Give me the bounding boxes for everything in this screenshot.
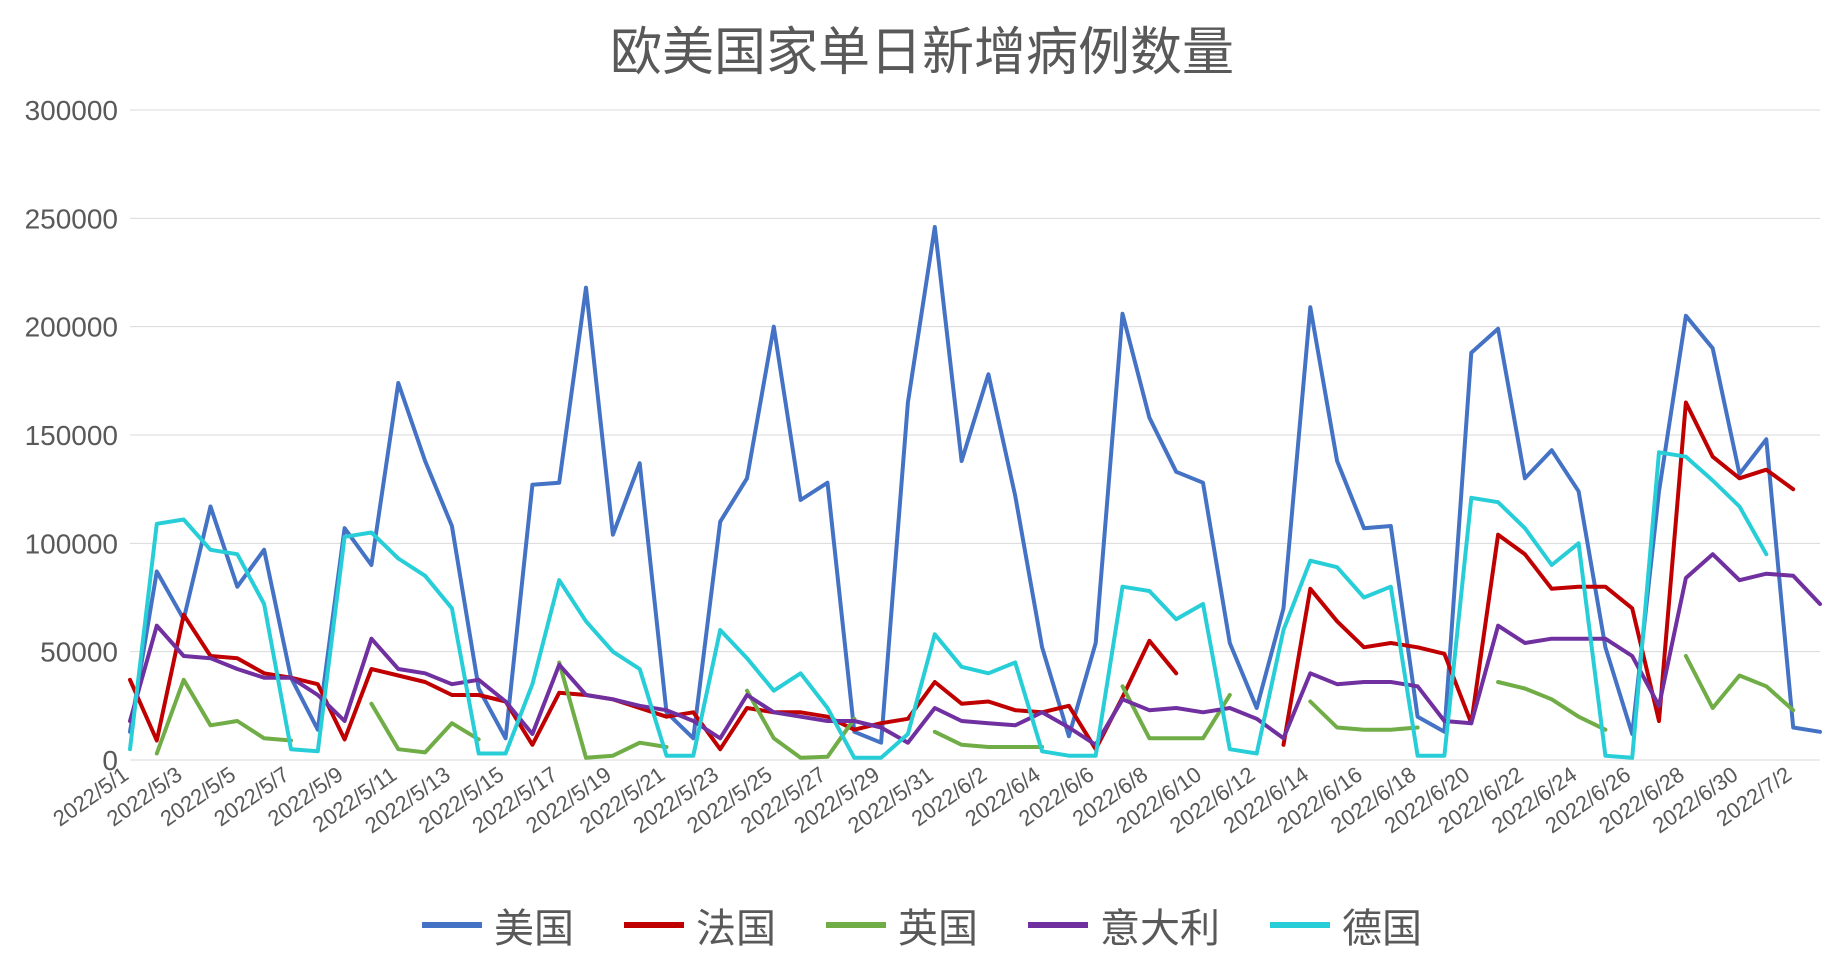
series-意大利: [130, 554, 1820, 745]
legend-item: 意大利: [1028, 896, 1220, 954]
legend: 美国 法国 英国 意大利 德国: [0, 896, 1844, 954]
series-美国: [130, 227, 1820, 743]
y-tick-label: 300000: [25, 95, 118, 126]
legend-item: 英国: [826, 896, 978, 954]
legend-label: 美国: [494, 896, 574, 954]
legend-item: 法国: [624, 896, 776, 954]
y-tick-label: 250000: [25, 203, 118, 234]
chart-container: 欧美国家单日新增病例数量 050000100000150000200000250…: [0, 0, 1844, 974]
legend-swatch: [826, 922, 886, 928]
y-tick-label: 150000: [25, 420, 118, 451]
chart-svg: 0500001000001500002000002500003000002022…: [0, 0, 1844, 974]
legend-swatch: [422, 922, 482, 928]
legend-item: 德国: [1270, 896, 1422, 954]
legend-item: 美国: [422, 896, 574, 954]
legend-swatch: [1270, 922, 1330, 928]
y-tick-label: 50000: [40, 637, 118, 668]
y-tick-label: 100000: [25, 528, 118, 559]
legend-label: 法国: [696, 896, 776, 954]
legend-swatch: [624, 922, 684, 928]
legend-swatch: [1028, 922, 1088, 928]
legend-label: 德国: [1342, 896, 1422, 954]
legend-label: 英国: [898, 896, 978, 954]
legend-label: 意大利: [1100, 896, 1220, 954]
y-tick-label: 200000: [25, 312, 118, 343]
